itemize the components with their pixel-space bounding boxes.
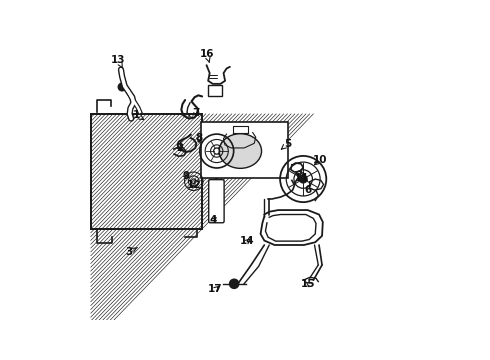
Text: 16: 16 [199, 49, 214, 62]
Text: 17: 17 [208, 284, 222, 294]
Text: 6: 6 [300, 171, 311, 194]
Text: 7: 7 [193, 108, 200, 118]
Text: 1: 1 [132, 110, 144, 120]
Circle shape [229, 279, 239, 288]
Text: 11: 11 [295, 173, 309, 183]
Text: 15: 15 [301, 279, 316, 289]
Text: 4: 4 [210, 215, 217, 225]
Text: 14: 14 [240, 237, 255, 246]
Ellipse shape [219, 134, 262, 168]
Circle shape [190, 184, 199, 193]
Text: 3: 3 [125, 247, 137, 257]
Text: 9: 9 [183, 171, 190, 181]
Circle shape [118, 83, 126, 91]
Text: 8: 8 [196, 133, 203, 143]
FancyBboxPatch shape [209, 180, 224, 223]
Text: 5: 5 [281, 139, 292, 149]
Text: 12: 12 [187, 180, 201, 190]
Text: 2: 2 [176, 143, 184, 153]
Circle shape [299, 175, 307, 183]
Bar [201, 122, 288, 177]
Bar [91, 114, 202, 229]
Bar [208, 85, 222, 96]
Text: 13: 13 [111, 55, 125, 68]
Text: 10: 10 [313, 155, 327, 165]
Bar [91, 114, 202, 229]
